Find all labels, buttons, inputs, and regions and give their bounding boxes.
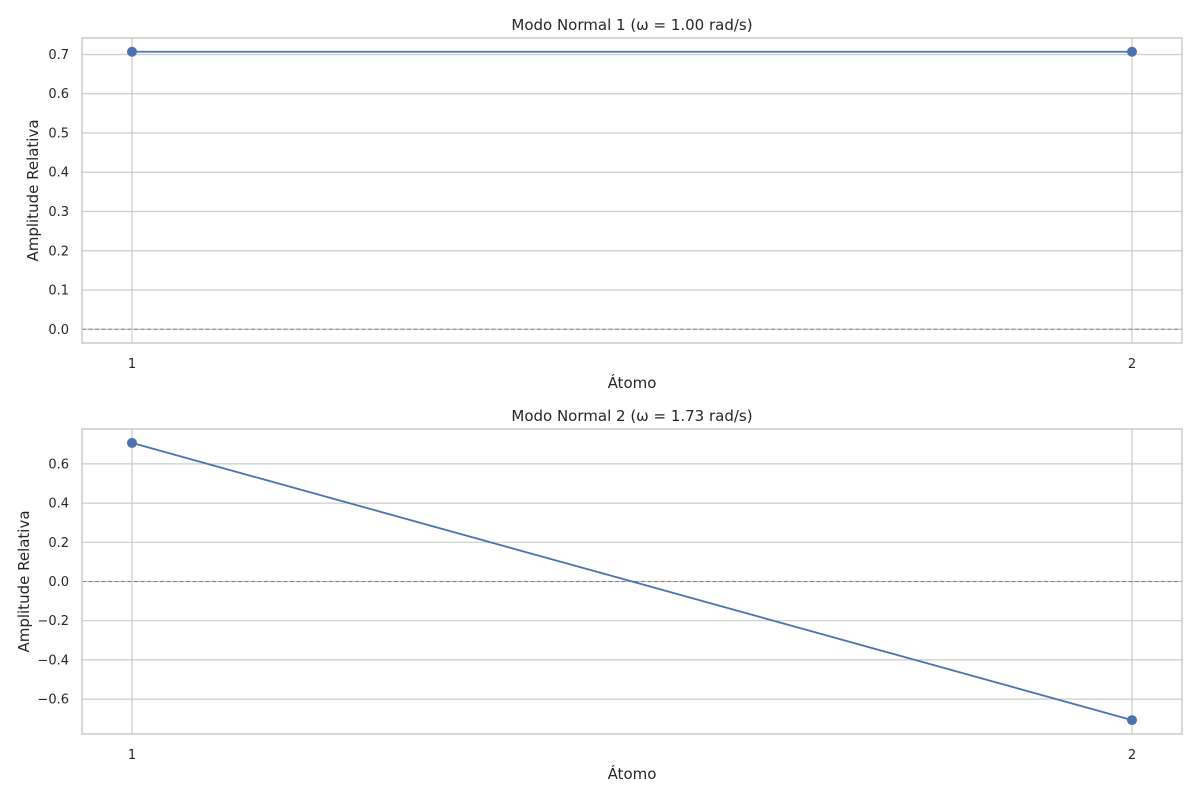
y-tick-label: 0.4 [48, 166, 69, 181]
y-tick-label: 0.6 [48, 457, 69, 472]
series-line [131, 442, 1133, 721]
y-tick-label: 0.7 [48, 48, 69, 63]
data-point-atom-1 [127, 437, 137, 448]
y-tick-label: 0.3 [48, 205, 69, 220]
y-tick-label: 0.0 [48, 323, 69, 338]
y-tick-label: −0.2 [37, 614, 69, 629]
y-tick-label: 0.2 [48, 244, 69, 259]
data-point-atom-2 [1127, 715, 1137, 726]
subplot-title: Modo Normal 2 (ω = 1.73 rad/s) [511, 407, 752, 425]
subplot-mode-2: −0.6 −0.4 −0.2 0.0 0.2 0.4 0.6 1 2 Modo Normal 2 … [15, 407, 1183, 783]
x-tick-label: 1 [128, 357, 136, 372]
x-tick-label: 2 [1128, 748, 1136, 763]
y-axis-label: Amplitude Relativa [15, 510, 33, 652]
y-tick-label: −0.4 [37, 653, 69, 668]
axes-frame [81, 37, 1183, 344]
y-tick-label: −0.6 [37, 693, 69, 708]
x-tick-label: 2 [1128, 357, 1136, 372]
x-axis-label: Átomo [608, 373, 657, 392]
x-axis-label: Átomo [608, 764, 657, 783]
y-tick-label: 0.6 [48, 87, 69, 102]
y-tick-label: 0.4 [48, 497, 69, 512]
axes-frame [81, 428, 1183, 735]
data-point-atom-1 [127, 46, 137, 57]
y-tick-label: 0.5 [48, 126, 69, 141]
x-tick-label: 1 [128, 748, 136, 763]
data-point-atom-2 [1127, 46, 1137, 57]
y-tick-label: 0.1 [48, 284, 69, 299]
y-tick-label: 0.2 [48, 536, 69, 551]
subplot-mode-1: 0.0 0.1 0.2 0.3 0.4 0.5 0.6 0.7 1 2 Modo Normal 1 … [24, 16, 1183, 392]
y-tick-label: 0.0 [48, 575, 69, 590]
subplot-title: Modo Normal 1 (ω = 1.00 rad/s) [511, 16, 752, 34]
y-axis-label: Amplitude Relativa [24, 119, 42, 261]
